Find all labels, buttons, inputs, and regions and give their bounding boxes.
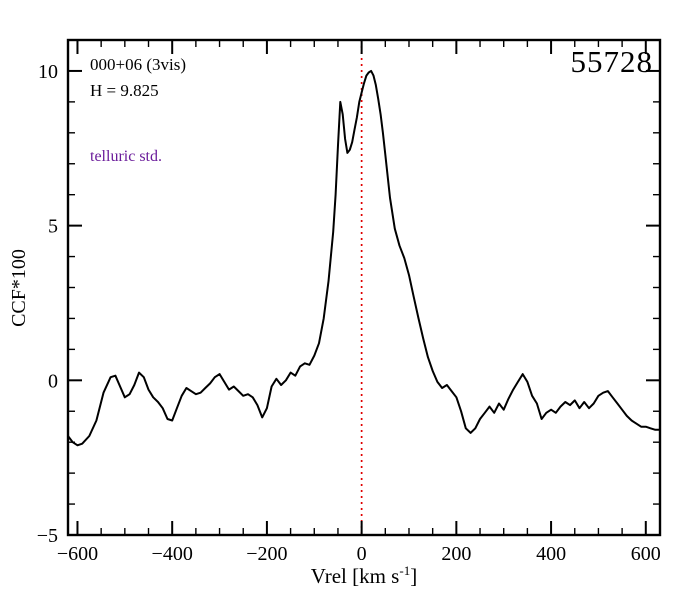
y-axis-title: CCF*100 bbox=[8, 249, 30, 327]
x-tick-label: 600 bbox=[631, 543, 661, 565]
plot-frame bbox=[66, 38, 662, 537]
y-tick-label: 0 bbox=[48, 370, 58, 392]
x-tick-label: 400 bbox=[536, 543, 566, 565]
x-axis-title-sup: -1 bbox=[399, 563, 411, 578]
field-id-label: 000+06 (3vis) bbox=[90, 55, 186, 74]
telluric-note: telluric std. bbox=[90, 148, 162, 165]
x-tick-label: 200 bbox=[441, 543, 471, 565]
y-tick-label: 5 bbox=[48, 216, 58, 238]
x-tick-label: −600 bbox=[57, 543, 98, 565]
y-tick-label: −5 bbox=[37, 525, 58, 547]
ccf-curve bbox=[67, 69, 661, 447]
mjd-label: 55728 bbox=[570, 44, 653, 79]
h-magnitude-label: H = 9.825 bbox=[90, 81, 159, 100]
x-axis-title: Vrel [km s-1] bbox=[68, 563, 660, 589]
x-tick-label: −200 bbox=[246, 543, 287, 565]
y-tick-label: 10 bbox=[38, 61, 58, 83]
x-axis-title-close: ] bbox=[410, 564, 418, 588]
x-axis-title-main: Vrel [km s bbox=[310, 564, 400, 588]
x-tick-label: −400 bbox=[152, 543, 193, 565]
x-tick-label: 0 bbox=[357, 543, 367, 565]
